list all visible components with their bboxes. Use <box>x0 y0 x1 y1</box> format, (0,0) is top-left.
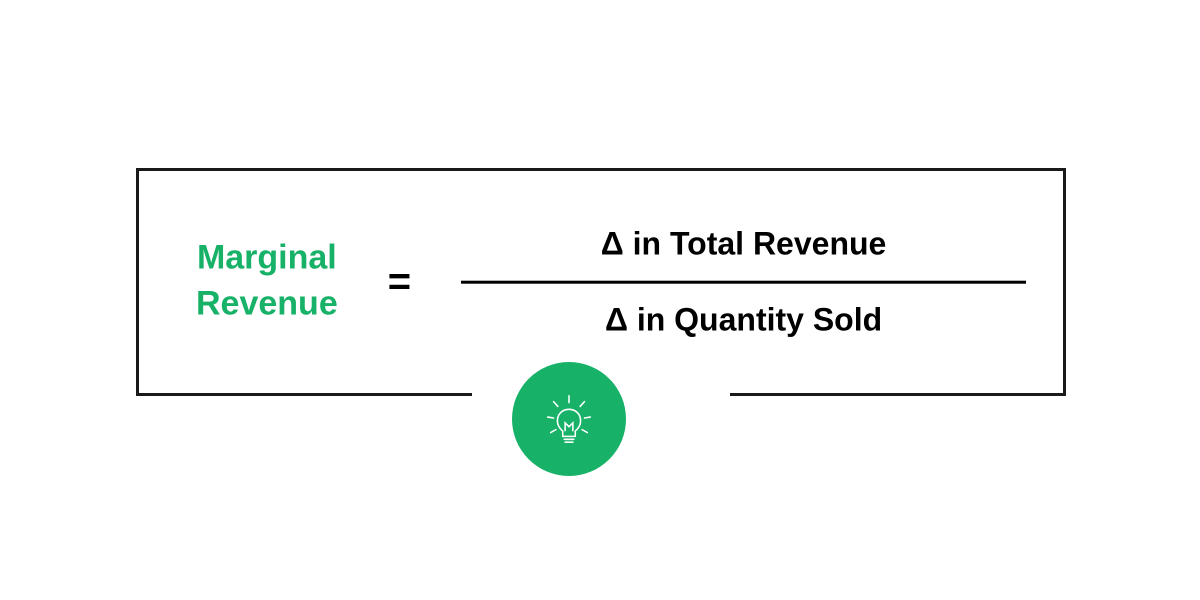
denominator: Δ in Quantity Sold <box>605 288 882 353</box>
box-border-top <box>136 168 1066 171</box>
numerator: Δ in Total Revenue <box>601 212 887 277</box>
fraction-bar <box>461 281 1026 284</box>
lhs-line2: Revenue <box>196 282 338 328</box>
box-border-bottom-left <box>136 393 472 396</box>
formula-content: Marginal Revenue = Δ in Total Revenue Δ … <box>136 212 1066 353</box>
lhs-line1: Marginal <box>196 236 338 282</box>
equals-sign: = <box>388 260 411 305</box>
formula-box: Marginal Revenue = Δ in Total Revenue Δ … <box>136 168 1066 396</box>
lightbulb-icon <box>540 390 598 448</box>
box-border-bottom-right <box>730 393 1066 396</box>
idea-badge <box>512 362 626 476</box>
formula-lhs: Marginal Revenue <box>196 236 338 328</box>
fraction: Δ in Total Revenue Δ in Quantity Sold <box>461 212 1026 353</box>
